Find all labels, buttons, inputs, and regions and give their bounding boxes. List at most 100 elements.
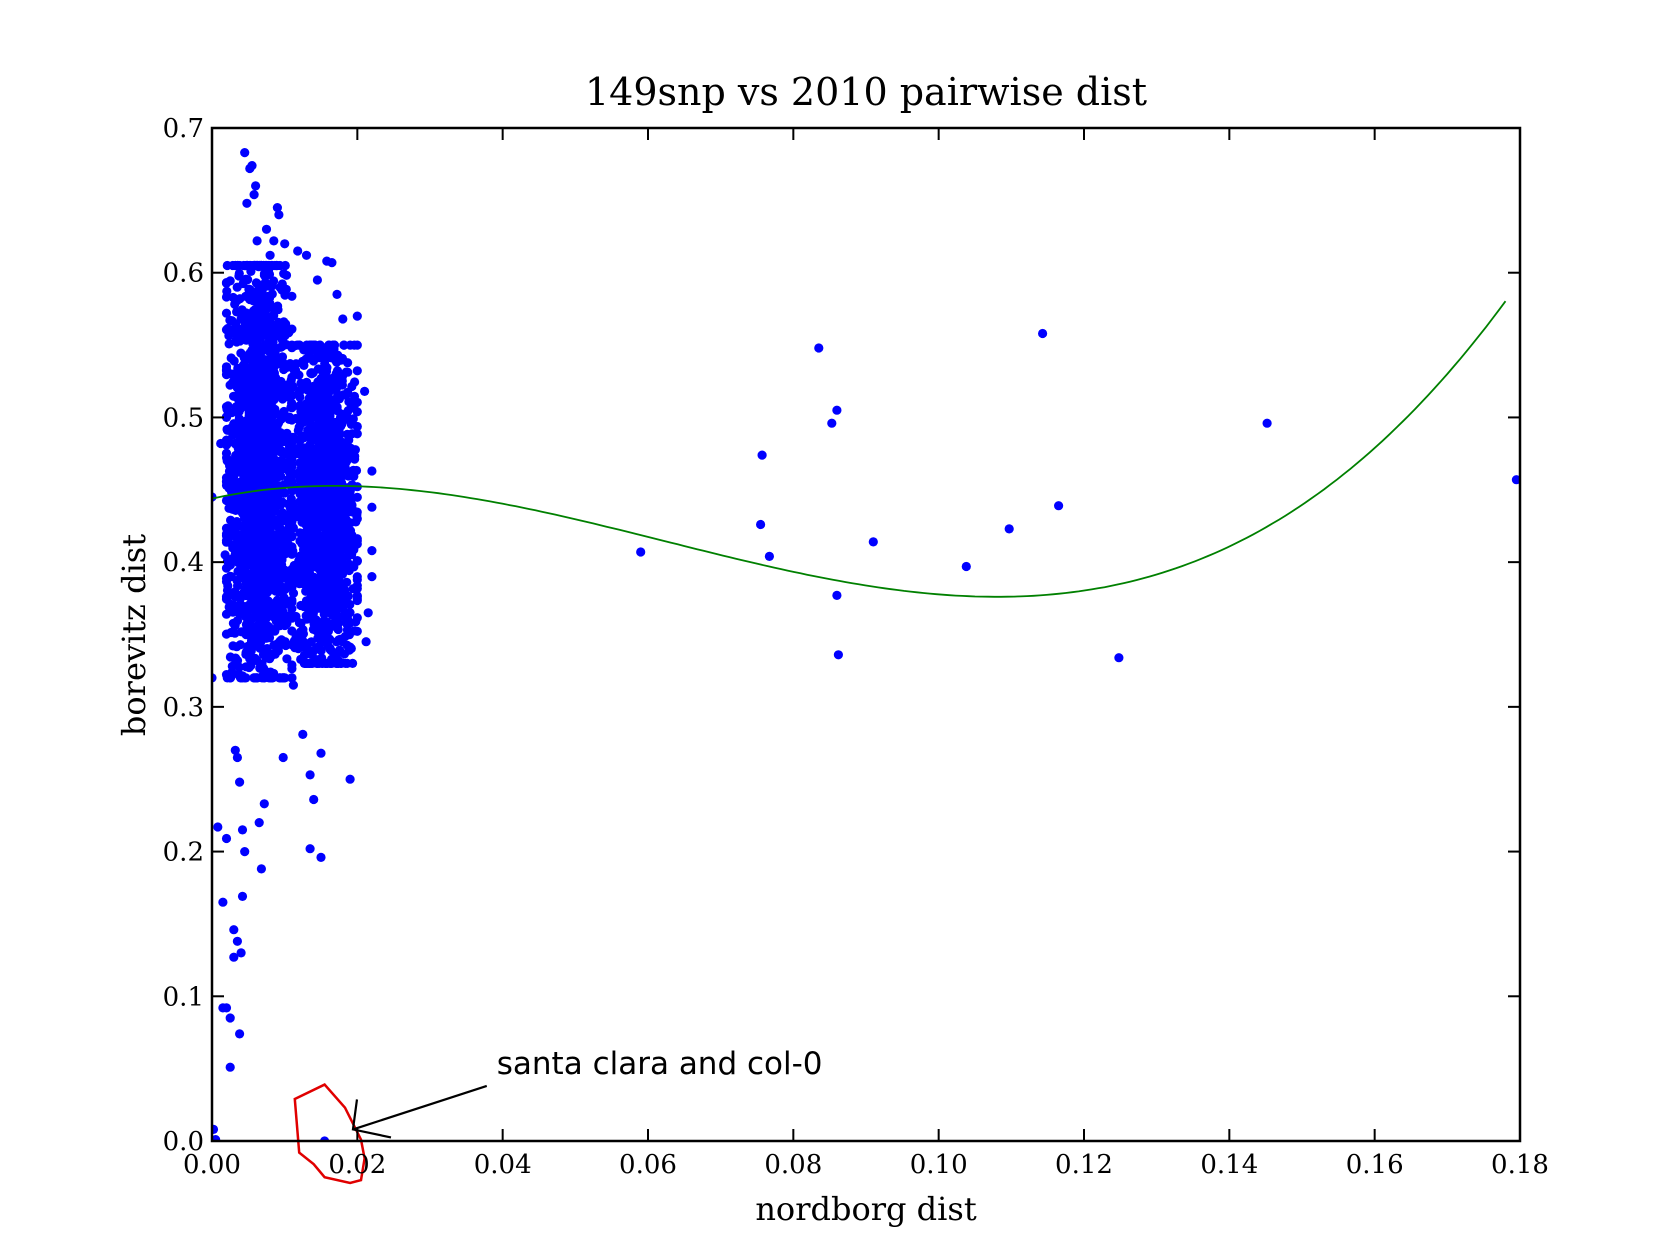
cluster-point — [340, 462, 350, 472]
cluster-point — [326, 396, 336, 406]
cluster-point — [313, 485, 323, 495]
cluster-point — [274, 579, 284, 589]
cluster-point — [262, 378, 272, 389]
cluster-point — [328, 344, 338, 354]
cluster-point — [268, 536, 279, 546]
cluster-point — [234, 268, 244, 279]
data-point — [252, 236, 262, 246]
cluster-point — [275, 621, 285, 631]
cluster-point — [306, 415, 316, 425]
cluster-point — [251, 336, 261, 346]
cluster-point — [243, 628, 253, 638]
data-point — [232, 752, 242, 763]
cluster-point — [339, 340, 349, 350]
cluster-point — [246, 661, 256, 671]
cluster-point — [333, 436, 343, 446]
cluster-point — [291, 359, 301, 369]
cluster-point — [245, 353, 255, 364]
cluster-point — [335, 634, 346, 644]
cluster-point — [226, 515, 236, 525]
cluster-point — [225, 276, 235, 286]
axis-ticks: 0.00 0.02 0.04 0.06 0.08 0.10 0.12 0.14 0.16 0.18… — [163, 114, 1549, 1180]
cluster-point — [232, 642, 242, 652]
data-point — [832, 405, 842, 415]
cluster-point — [280, 549, 290, 559]
chart-title: 149snp vs 2010 pairwise dist — [585, 70, 1147, 114]
data-point — [229, 952, 239, 962]
cluster-point — [303, 445, 314, 455]
cluster-point — [225, 315, 235, 325]
cluster-point — [294, 485, 304, 495]
cluster-point — [243, 275, 253, 285]
cluster-point — [332, 448, 342, 458]
cluster-point — [234, 427, 244, 437]
cluster-point — [295, 386, 305, 396]
data-point — [235, 777, 245, 787]
cluster-point — [266, 667, 276, 677]
cluster-point — [325, 634, 335, 644]
data-point — [345, 774, 355, 784]
cluster-point — [234, 669, 244, 679]
cluster-point — [314, 353, 324, 363]
data-point — [868, 537, 878, 547]
data-point — [242, 198, 252, 208]
x-tick-label: 0.10 — [910, 1150, 968, 1180]
cluster-point — [352, 592, 362, 602]
cluster-point — [265, 298, 275, 308]
cluster-point — [287, 640, 297, 650]
cluster-point — [324, 471, 334, 482]
data-point — [212, 1135, 221, 1141]
cluster-point — [348, 658, 358, 669]
cluster-point — [241, 368, 251, 378]
cluster-point — [230, 299, 240, 309]
cluster-point — [320, 383, 330, 393]
data-point — [298, 729, 308, 740]
cluster-point — [352, 366, 362, 376]
x-tick-label: 0.16 — [1346, 1150, 1404, 1180]
cluster-point — [338, 509, 349, 519]
cluster-point — [310, 401, 320, 411]
cluster-point — [314, 407, 324, 417]
cluster-point — [221, 531, 232, 541]
cluster-point — [271, 442, 281, 452]
cluster-point — [352, 397, 362, 407]
cluster-point — [320, 658, 330, 669]
x-tick-label: 0.06 — [619, 1150, 677, 1180]
cluster-point — [257, 659, 267, 669]
cluster-point — [331, 384, 341, 394]
data-point — [312, 275, 322, 285]
cluster-point — [321, 577, 331, 587]
data-point — [269, 236, 279, 246]
data-point — [227, 661, 237, 671]
data-point — [225, 1013, 235, 1023]
cluster-point — [245, 444, 255, 454]
cluster-point — [351, 517, 361, 527]
y-tick-label: 0.6 — [163, 259, 204, 289]
cluster-point — [263, 596, 273, 606]
cluster-point — [302, 377, 312, 387]
cluster-point — [273, 600, 283, 611]
cluster-point — [298, 629, 308, 639]
cluster-point — [264, 581, 274, 591]
cluster-point — [263, 621, 273, 631]
cluster-point — [225, 560, 235, 570]
annotation-arrow-line — [352, 1084, 488, 1131]
cluster-point — [344, 565, 354, 576]
cluster-point — [334, 394, 344, 404]
cluster-point — [245, 643, 255, 653]
cluster-point — [249, 537, 259, 547]
data-point — [249, 190, 259, 200]
cluster-point — [320, 499, 330, 509]
data-point — [240, 847, 250, 857]
cluster-point — [296, 415, 306, 425]
cluster-point — [258, 444, 268, 454]
cluster-point — [245, 617, 255, 627]
cluster-point — [253, 426, 263, 436]
cluster-point — [318, 518, 328, 528]
x-tick-label: 0.02 — [328, 1150, 386, 1180]
cluster-point — [253, 505, 263, 515]
cluster-point — [295, 392, 305, 402]
cluster-point — [278, 394, 288, 404]
data-point — [316, 748, 326, 758]
cluster-point — [352, 534, 362, 544]
